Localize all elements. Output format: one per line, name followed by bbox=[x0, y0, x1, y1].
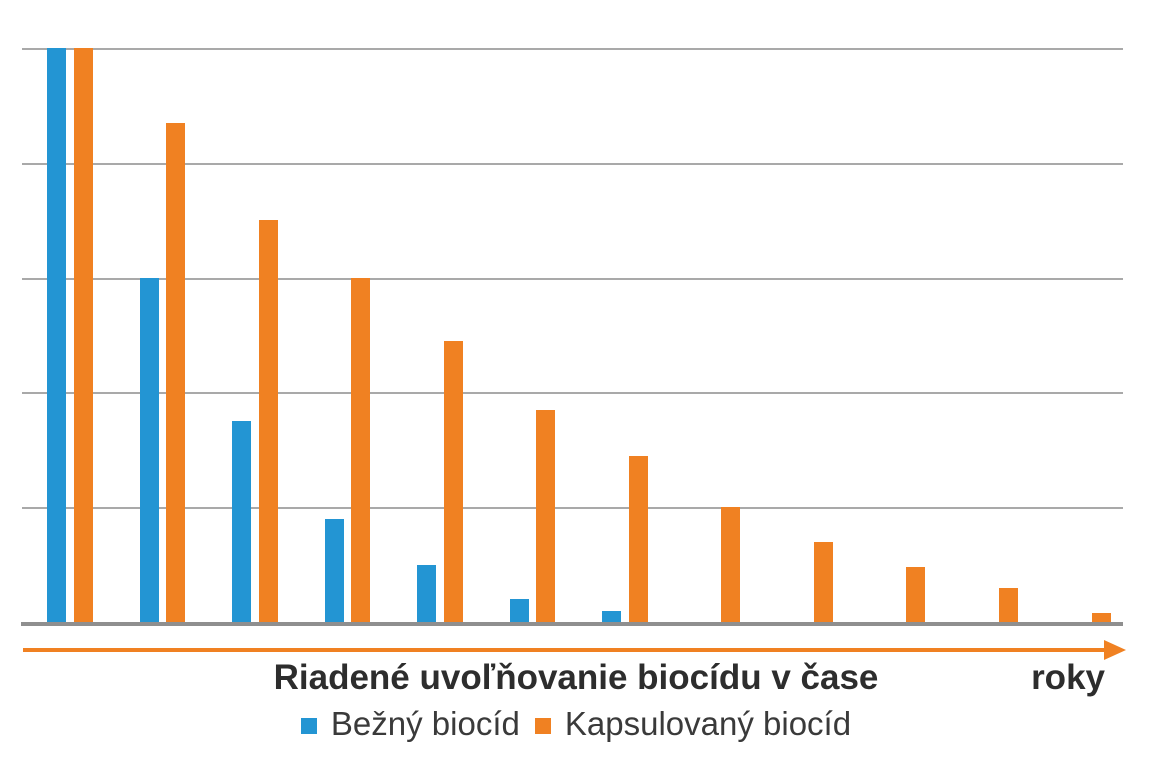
time-arrow-line bbox=[23, 648, 1106, 652]
bar-kapsulovany-year-6 bbox=[536, 410, 555, 622]
gridline-20pct bbox=[22, 507, 1123, 509]
gridline-80pct bbox=[22, 163, 1123, 165]
legend-label-kapsulovany-biocid: Kapsulovaný biocíd bbox=[564, 705, 852, 742]
bar-bezny-year-2 bbox=[140, 278, 159, 622]
gridline-40pct bbox=[22, 392, 1123, 394]
bar-kapsulovany-year-5 bbox=[444, 341, 463, 622]
gridline-100pct bbox=[22, 48, 1123, 50]
caption-row: Riadené uvoľňovanie biocídu v čase roky bbox=[0, 658, 1152, 698]
bar-kapsulovany-year-11 bbox=[999, 588, 1018, 622]
legend: Bežný biocíd Kapsulovaný biocíd bbox=[0, 702, 1152, 746]
bar-kapsulovany-year-7 bbox=[629, 456, 648, 622]
bar-kapsulovany-year-4 bbox=[351, 278, 370, 622]
bar-kapsulovany-year-9 bbox=[814, 542, 833, 622]
bar-bezny-year-6 bbox=[510, 599, 529, 622]
legend-label-bezny-biocid: Bežný biocíd bbox=[330, 705, 520, 742]
legend-item-bezny-biocid: Bežný biocíd bbox=[300, 705, 520, 743]
chart-title: Riadené uvoľňovanie biocídu v čase bbox=[273, 658, 879, 697]
x-axis-label: roky bbox=[1031, 658, 1105, 697]
legend-swatch-blue bbox=[300, 718, 317, 734]
bar-bezny-year-3 bbox=[232, 421, 251, 622]
bar-kapsulovany-year-3 bbox=[259, 220, 278, 622]
x-axis-baseline bbox=[21, 622, 1123, 626]
bar-bezny-year-7 bbox=[602, 611, 621, 622]
legend-swatch-orange bbox=[534, 718, 551, 734]
bar-kapsulovany-year-8 bbox=[721, 507, 740, 622]
gridline-60pct bbox=[22, 278, 1123, 280]
bar-kapsulovany-year-1 bbox=[74, 48, 93, 622]
time-arrow-head-icon bbox=[1104, 640, 1126, 660]
bar-kapsulovany-year-10 bbox=[906, 567, 925, 622]
legend-item-kapsulovany-biocid: Kapsulovaný biocíd bbox=[534, 705, 852, 743]
bar-bezny-year-5 bbox=[417, 565, 436, 622]
bar-kapsulovany-year-2 bbox=[166, 123, 185, 622]
bar-bezny-year-4 bbox=[325, 519, 344, 622]
bar-bezny-year-1 bbox=[47, 48, 66, 622]
plot-area bbox=[22, 48, 1123, 622]
bar-kapsulovany-year-12 bbox=[1092, 613, 1111, 622]
